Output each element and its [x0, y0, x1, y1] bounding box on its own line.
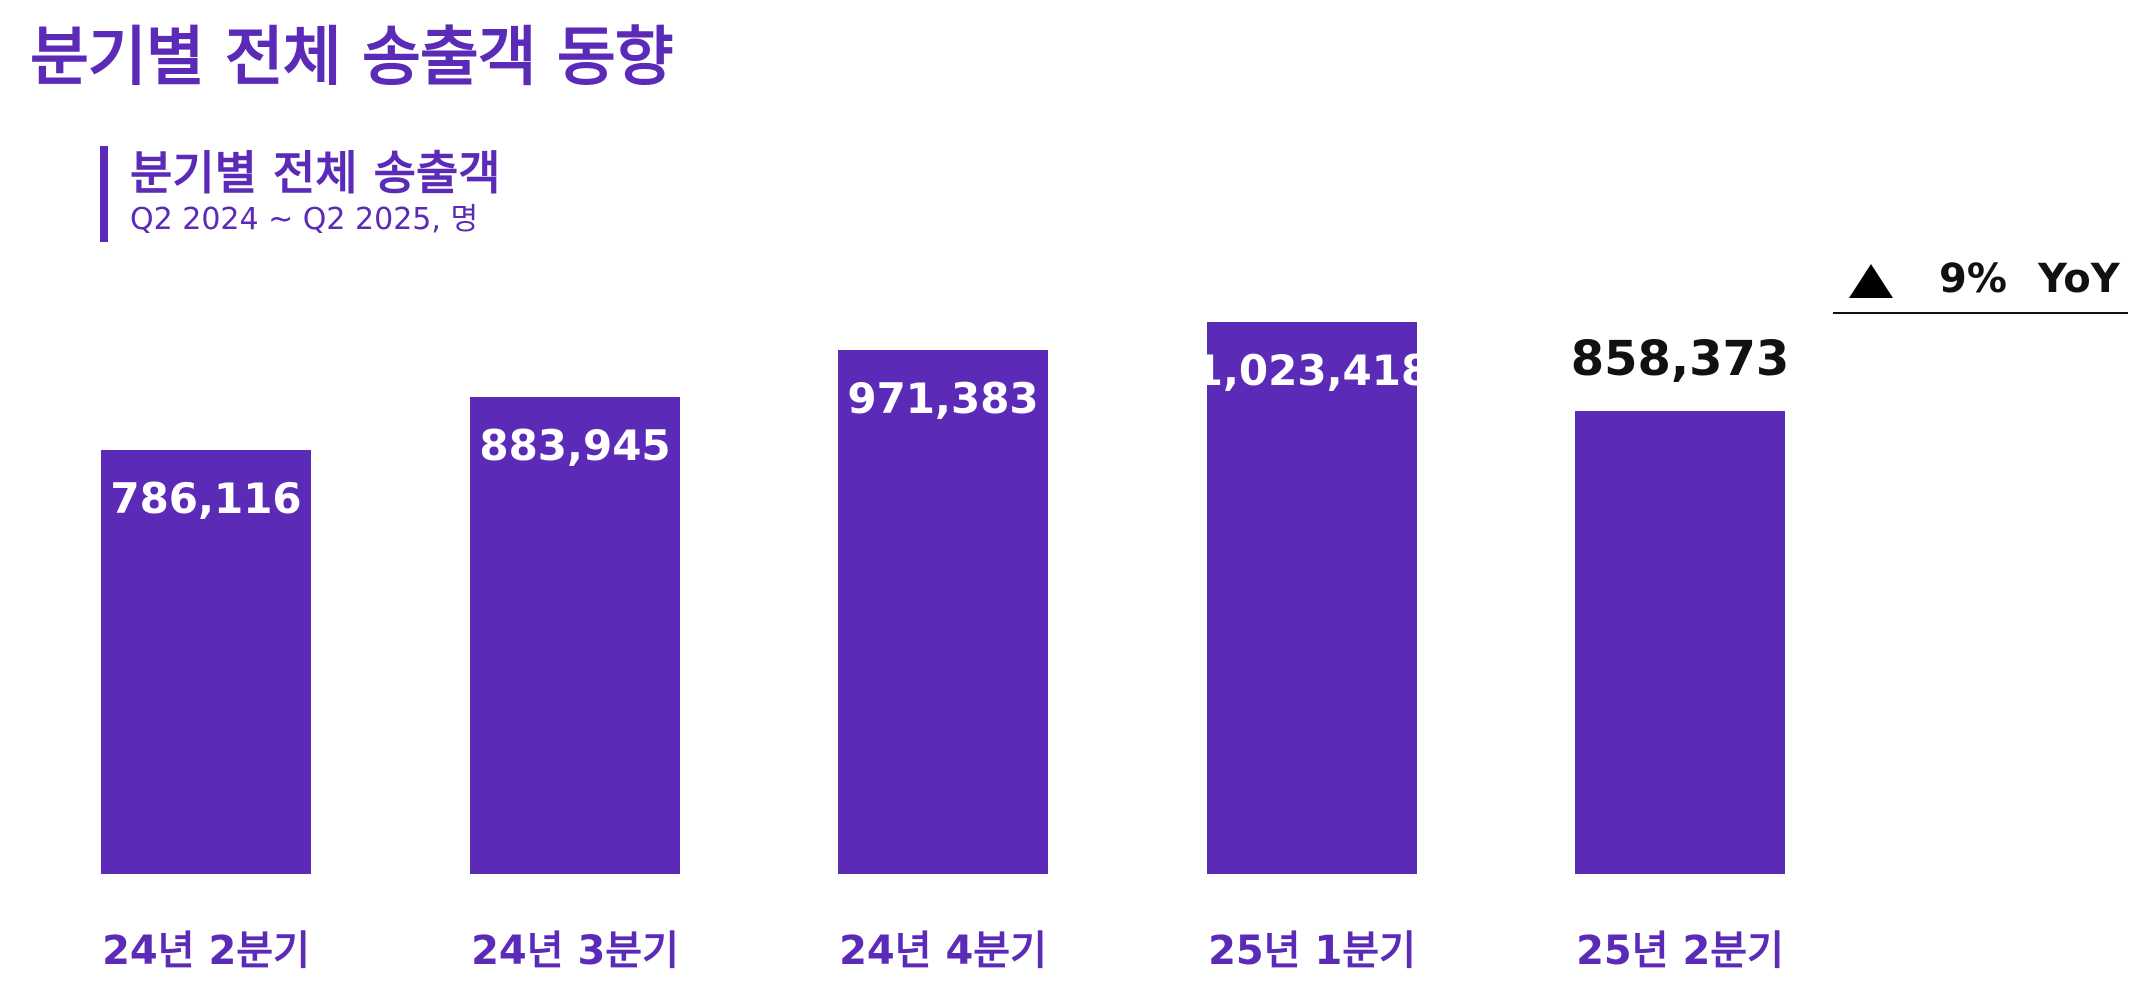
bar — [470, 397, 680, 874]
bar-value-label: 883,945 — [479, 421, 671, 470]
category-label: 25년 2분기 — [1576, 928, 1784, 974]
yoy-label: YoY — [2038, 256, 2120, 302]
category-label: 25년 1분기 — [1208, 928, 1416, 974]
chart-subtitle: Q2 2024 ~ Q2 2025, 명 — [130, 202, 479, 237]
category-label: 24년 4분기 — [839, 928, 1047, 974]
bar — [1575, 411, 1785, 874]
page-title: 분기별 전체 송출객 동향 — [30, 21, 674, 95]
bar-value-label: 1,023,418 — [1193, 346, 1431, 395]
yoy-value: 9% — [1939, 256, 2007, 302]
chart-title: 분기별 전체 송출객 — [130, 146, 501, 200]
chart-header: 분기별 전체 송출객 Q2 2024 ~ Q2 2025, 명 — [100, 146, 501, 242]
bar — [838, 350, 1048, 874]
yoy-indicator: 9% YoY — [1833, 252, 2128, 314]
bar-value-label: 858,373 — [1570, 331, 1790, 387]
category-label: 24년 2분기 — [102, 928, 310, 974]
bar — [1207, 322, 1417, 874]
bar — [101, 450, 311, 874]
bar-value-label: 971,383 — [847, 374, 1039, 423]
triangle-up-icon — [1849, 264, 1893, 298]
bar-value-label: 786,116 — [110, 474, 302, 523]
category-label: 24년 3분기 — [471, 928, 679, 974]
